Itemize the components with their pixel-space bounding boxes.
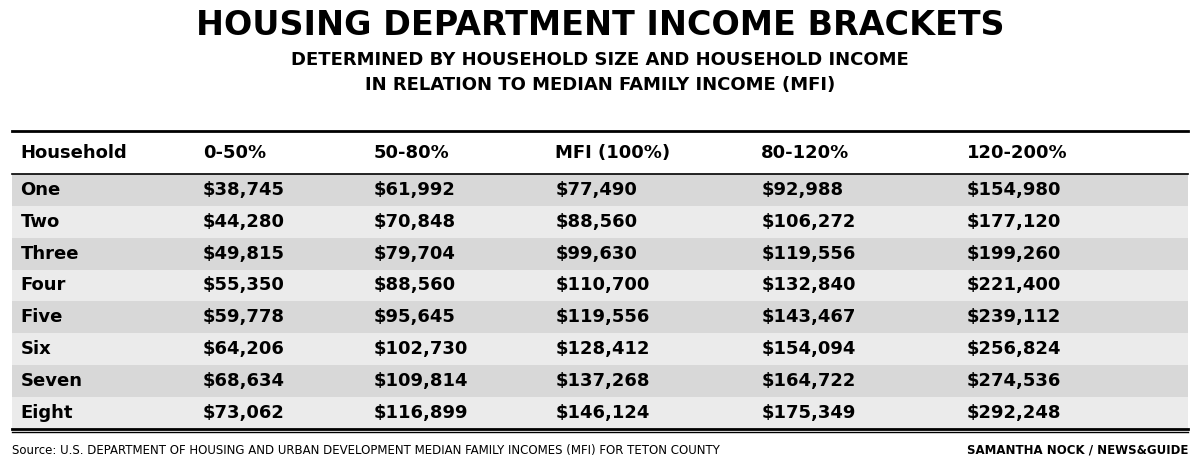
Text: $70,848: $70,848 bbox=[373, 213, 455, 231]
Text: $132,840: $132,840 bbox=[761, 277, 856, 294]
Bar bbox=[12, 238, 1188, 270]
Text: $79,704: $79,704 bbox=[373, 245, 455, 263]
Text: $92,988: $92,988 bbox=[761, 181, 844, 199]
Text: $119,556: $119,556 bbox=[761, 245, 856, 263]
Text: $175,349: $175,349 bbox=[761, 404, 856, 422]
Text: $61,992: $61,992 bbox=[373, 181, 455, 199]
Text: $292,248: $292,248 bbox=[967, 404, 1062, 422]
Text: DETERMINED BY HOUSEHOLD SIZE AND HOUSEHOLD INCOME
IN RELATION TO MEDIAN FAMILY I: DETERMINED BY HOUSEHOLD SIZE AND HOUSEHO… bbox=[292, 51, 908, 94]
Text: $146,124: $146,124 bbox=[556, 404, 650, 422]
Text: $77,490: $77,490 bbox=[556, 181, 637, 199]
Text: $256,824: $256,824 bbox=[967, 340, 1062, 358]
Text: $109,814: $109,814 bbox=[373, 372, 468, 390]
Text: 120-200%: 120-200% bbox=[967, 144, 1068, 161]
Text: $68,634: $68,634 bbox=[203, 372, 284, 390]
Text: SAMANTHA NOCK / NEWS&GUIDE: SAMANTHA NOCK / NEWS&GUIDE bbox=[967, 444, 1188, 457]
Text: $116,899: $116,899 bbox=[373, 404, 468, 422]
Text: $274,536: $274,536 bbox=[967, 372, 1062, 390]
Text: $55,350: $55,350 bbox=[203, 277, 284, 294]
Text: One: One bbox=[20, 181, 61, 199]
Text: $110,700: $110,700 bbox=[556, 277, 650, 294]
Text: HOUSING DEPARTMENT INCOME BRACKETS: HOUSING DEPARTMENT INCOME BRACKETS bbox=[196, 9, 1004, 42]
Text: $199,260: $199,260 bbox=[967, 245, 1062, 263]
Bar bbox=[12, 301, 1188, 333]
Text: $137,268: $137,268 bbox=[556, 372, 650, 390]
Text: $119,556: $119,556 bbox=[556, 308, 650, 326]
Text: Eight: Eight bbox=[20, 404, 73, 422]
Bar bbox=[12, 270, 1188, 301]
Text: $88,560: $88,560 bbox=[556, 213, 637, 231]
Text: $106,272: $106,272 bbox=[761, 213, 856, 231]
Bar bbox=[12, 131, 1188, 174]
Text: Five: Five bbox=[20, 308, 62, 326]
Text: 50-80%: 50-80% bbox=[373, 144, 449, 161]
Text: 0-50%: 0-50% bbox=[203, 144, 266, 161]
Text: $88,560: $88,560 bbox=[373, 277, 455, 294]
Text: $95,645: $95,645 bbox=[373, 308, 455, 326]
Bar bbox=[12, 206, 1188, 238]
Text: $64,206: $64,206 bbox=[203, 340, 284, 358]
Text: $73,062: $73,062 bbox=[203, 404, 284, 422]
Text: $128,412: $128,412 bbox=[556, 340, 650, 358]
Text: $177,120: $177,120 bbox=[967, 213, 1062, 231]
Bar bbox=[12, 174, 1188, 206]
Text: $154,980: $154,980 bbox=[967, 181, 1062, 199]
Text: $49,815: $49,815 bbox=[203, 245, 284, 263]
Bar bbox=[12, 333, 1188, 365]
Text: $239,112: $239,112 bbox=[967, 308, 1062, 326]
Text: Source: U.S. DEPARTMENT OF HOUSING AND URBAN DEVELOPMENT MEDIAN FAMILY INCOMES (: Source: U.S. DEPARTMENT OF HOUSING AND U… bbox=[12, 444, 720, 457]
Text: $143,467: $143,467 bbox=[761, 308, 856, 326]
Text: $164,722: $164,722 bbox=[761, 372, 856, 390]
Bar bbox=[12, 397, 1188, 429]
Text: $59,778: $59,778 bbox=[203, 308, 284, 326]
Text: $99,630: $99,630 bbox=[556, 245, 637, 263]
Text: $154,094: $154,094 bbox=[761, 340, 856, 358]
Text: Two: Two bbox=[20, 213, 60, 231]
Text: Four: Four bbox=[20, 277, 66, 294]
Text: $38,745: $38,745 bbox=[203, 181, 284, 199]
Text: Six: Six bbox=[20, 340, 52, 358]
Text: $44,280: $44,280 bbox=[203, 213, 284, 231]
Text: $221,400: $221,400 bbox=[967, 277, 1062, 294]
Text: Household: Household bbox=[20, 144, 127, 161]
Text: MFI (100%): MFI (100%) bbox=[556, 144, 671, 161]
Text: $102,730: $102,730 bbox=[373, 340, 468, 358]
Text: Seven: Seven bbox=[20, 372, 83, 390]
Text: Three: Three bbox=[20, 245, 79, 263]
Text: 80-120%: 80-120% bbox=[761, 144, 850, 161]
Bar bbox=[12, 365, 1188, 397]
